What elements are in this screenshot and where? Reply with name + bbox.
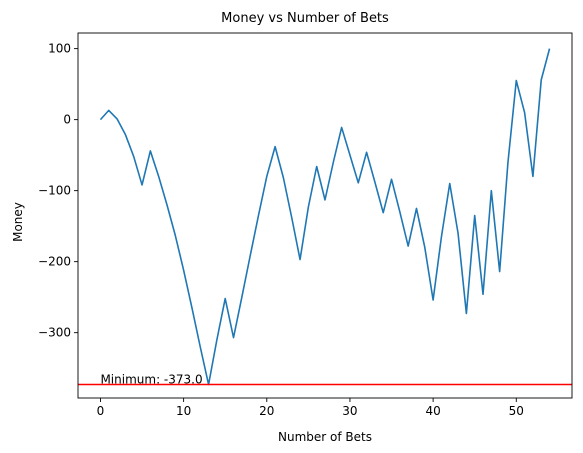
x-tick-label: 10 bbox=[176, 404, 191, 418]
y-tick-label: 0 bbox=[63, 113, 71, 127]
x-axis-label: Number of Bets bbox=[278, 430, 372, 444]
plot-area: Minimum: -373.0 0 10 20 30 40 50 −300 −200 −100 0 1… bbox=[38, 32, 573, 418]
y-tick-label: −300 bbox=[38, 326, 71, 340]
minimum-annotation: Minimum: -373.0 bbox=[100, 373, 202, 387]
y-axis-label: Money bbox=[11, 202, 25, 242]
series-line-0 bbox=[99, 48, 551, 386]
x-tick-label: 30 bbox=[342, 404, 357, 418]
y-tick-label: 100 bbox=[48, 42, 71, 56]
plot-frame bbox=[77, 32, 573, 399]
x-tick-label: 50 bbox=[509, 404, 524, 418]
x-tick-label: 20 bbox=[259, 404, 274, 418]
chart-title: Money vs Number of Bets bbox=[221, 11, 389, 26]
y-tick-label: −200 bbox=[38, 255, 71, 269]
y-tick-label: −100 bbox=[38, 184, 71, 198]
x-tick-label: 0 bbox=[97, 404, 105, 418]
x-tick-label: 40 bbox=[425, 404, 440, 418]
